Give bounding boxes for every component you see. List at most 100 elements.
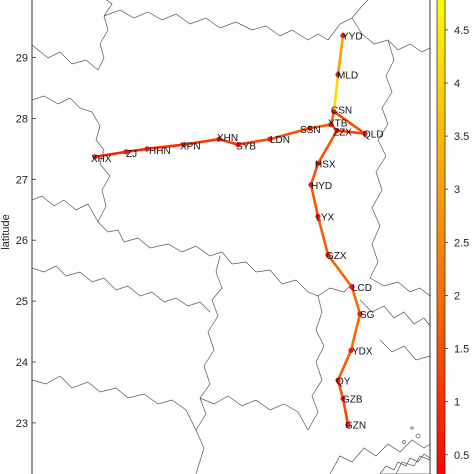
y-tick-label: 29	[16, 53, 28, 65]
rail-segment-qy-gzb	[336, 378, 345, 400]
rail-segment-ssn-xtb	[308, 123, 333, 130]
rail-segment-mld-yyd	[336, 34, 345, 76]
colorbar-tick-label: 4.5	[454, 25, 469, 37]
station-label-sg: SG	[360, 310, 375, 321]
colorbar-tick: 1	[445, 397, 460, 409]
y-tick-label: 24	[16, 357, 28, 369]
rail-segment-ydx-qy	[336, 349, 353, 382]
station-dot-xhx	[92, 154, 98, 160]
y-tick-label: 23	[16, 418, 28, 430]
rail-segment-csn-mld	[332, 73, 340, 114]
rail-segment-hyd-lyx	[309, 183, 320, 218]
colorbar-tick-label: 2	[454, 290, 460, 302]
station-label-xhn: XHN	[217, 133, 238, 144]
colorbar	[436, 0, 446, 474]
rail-segment-lcd-sg	[350, 285, 362, 316]
station-label-xhx: XHX	[91, 154, 112, 165]
colorbar-tick-label: 1	[454, 397, 460, 409]
colorbar-tick: 2.5	[445, 237, 469, 249]
colorbar-tick-label: 1.5	[454, 344, 469, 356]
latitude-axis-label: latitude	[0, 214, 12, 249]
station-label-zzx: ZZX	[333, 128, 352, 139]
station-label-qy: QY	[336, 376, 351, 387]
station-dot-zzx	[334, 127, 340, 134]
station-dot-xpn	[181, 141, 187, 148]
rail-segment-hhn-xpn	[145, 143, 186, 151]
rail-segment-syb-ldn	[236, 137, 272, 146]
colorbar-tick-label: 2.5	[454, 237, 469, 249]
station-label-yyd: YYD	[342, 32, 363, 43]
colorbar-tick: 1.5	[445, 344, 469, 356]
station-label-csn: CSN	[331, 106, 352, 117]
station-dot-syb	[235, 141, 241, 148]
rail-segment-gzb-gzn	[341, 397, 350, 427]
colorbar-tick: 4	[445, 78, 460, 90]
station-label-xpn: XPN	[180, 142, 201, 153]
y-tick: 27	[16, 174, 36, 186]
station-dot-sg	[357, 311, 363, 317]
station-dot-csn	[331, 109, 337, 115]
station-dot-qld	[362, 131, 368, 137]
rail-segment-zzx-qld	[335, 129, 367, 135]
y-tick: 28	[16, 113, 36, 125]
station-dot-xtb	[328, 121, 334, 128]
colorbar-tick: 3	[445, 184, 460, 196]
station-label-ydx: YDX	[352, 346, 373, 357]
station-dot-hyd	[308, 182, 314, 188]
rail-segment-xhx-zj	[93, 150, 128, 159]
station-dot-hsx	[315, 160, 321, 167]
station-label-ldn: LDN	[270, 135, 290, 146]
station-dot-yyd	[340, 32, 346, 39]
y-tick-label: 26	[16, 235, 28, 247]
station-dot-xhn	[216, 136, 222, 142]
station-label-gzx: GZX	[326, 251, 347, 262]
y-tick: 26	[16, 235, 36, 247]
y-tick: 24	[16, 357, 36, 369]
colorbar-tick: 3.5	[445, 131, 469, 143]
y-tick: 29	[16, 53, 36, 65]
rail-segment-sg-ydx	[349, 312, 362, 352]
station-dot-gzx	[325, 252, 331, 258]
station-label-zj: ZJ	[126, 149, 137, 160]
station-label-hyd: HYD	[311, 181, 332, 192]
latitude-axis: 23 24 25 26 27 28 29	[16, 53, 36, 430]
plot-frame	[31, 0, 431, 474]
colorbar-tick: 0.5	[445, 450, 469, 462]
colorbar-tick: 4.5	[445, 25, 469, 37]
colorbar-tick-label: 3.5	[454, 131, 469, 143]
station-label-xtb: XTB	[328, 118, 348, 129]
colorbar-ticks: 0.5 1 1.5 2 2.5 3 3.5 4 4.5	[445, 25, 469, 462]
rail-segment-xhn-syb	[217, 137, 240, 146]
colorbar-tick-label: 4	[454, 78, 460, 90]
station-dot-qy	[335, 377, 341, 383]
province-boundaries	[32, 0, 430, 474]
station-dot-ssn	[307, 125, 313, 131]
y-tick: 23	[16, 418, 36, 430]
colorbar-tick-label: 0.5	[454, 450, 469, 462]
station-label-hsx: HSX	[315, 159, 336, 170]
rail-segment-ldn-ssn	[268, 126, 312, 141]
station-label-syb: SYB	[236, 142, 256, 153]
station-dot-ydx	[348, 347, 354, 354]
station-dot-lcd	[349, 284, 355, 290]
y-tick-label: 25	[16, 296, 28, 308]
y-tick-label: 28	[16, 113, 28, 125]
station-dot-zj	[123, 149, 129, 155]
rail-segment-zzx-hsx	[316, 129, 339, 165]
station-label-hhn: HHN	[149, 146, 171, 157]
colorbar-tick-label: 3	[454, 184, 460, 196]
rail-segment-gzx-lcd	[326, 253, 354, 289]
rail-segment-xpn-xhn	[182, 137, 221, 146]
rail-segment-lyx-gzx	[316, 215, 330, 257]
rail-segment-csn-qld	[332, 110, 367, 135]
station-label-gzb: GZB	[342, 395, 363, 406]
station-dot-mld	[335, 71, 341, 78]
station-label-mld: MLD	[337, 71, 358, 82]
station-label-lcd: LCD	[352, 283, 372, 294]
station-label-gzn: GZN	[345, 421, 366, 432]
station-label-lyx: LYX	[316, 212, 334, 223]
station-dot-gzn	[345, 422, 351, 428]
railway-stations	[92, 32, 368, 428]
coastline-islands	[379, 426, 430, 474]
